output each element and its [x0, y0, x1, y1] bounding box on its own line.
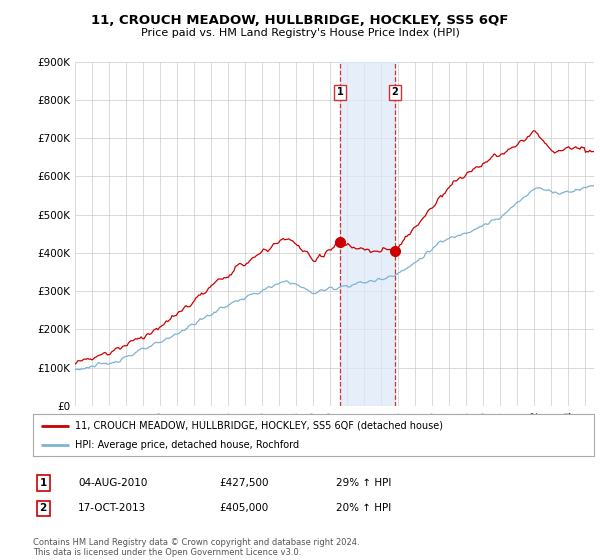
Text: 11, CROUCH MEADOW, HULLBRIDGE, HOCKLEY, SS5 6QF: 11, CROUCH MEADOW, HULLBRIDGE, HOCKLEY, … [91, 14, 509, 27]
Text: £427,500: £427,500 [219, 478, 269, 488]
Text: 1: 1 [337, 87, 344, 97]
Bar [340, 62, 395, 406]
Text: 04-AUG-2010: 04-AUG-2010 [78, 478, 148, 488]
Text: £405,000: £405,000 [219, 503, 268, 514]
Text: Contains HM Land Registry data © Crown copyright and database right 2024.
This d: Contains HM Land Registry data © Crown c… [33, 538, 359, 557]
Text: 17-OCT-2013: 17-OCT-2013 [78, 503, 146, 514]
Text: 29% ↑ HPI: 29% ↑ HPI [336, 478, 391, 488]
Text: HPI: Average price, detached house, Rochford: HPI: Average price, detached house, Roch… [75, 440, 299, 450]
Text: Price paid vs. HM Land Registry's House Price Index (HPI): Price paid vs. HM Land Registry's House … [140, 28, 460, 38]
Text: 1: 1 [40, 478, 47, 488]
Text: 2: 2 [40, 503, 47, 514]
Text: 20% ↑ HPI: 20% ↑ HPI [336, 503, 391, 514]
Text: 2: 2 [391, 87, 398, 97]
Text: 11, CROUCH MEADOW, HULLBRIDGE, HOCKLEY, SS5 6QF (detached house): 11, CROUCH MEADOW, HULLBRIDGE, HOCKLEY, … [75, 421, 443, 431]
